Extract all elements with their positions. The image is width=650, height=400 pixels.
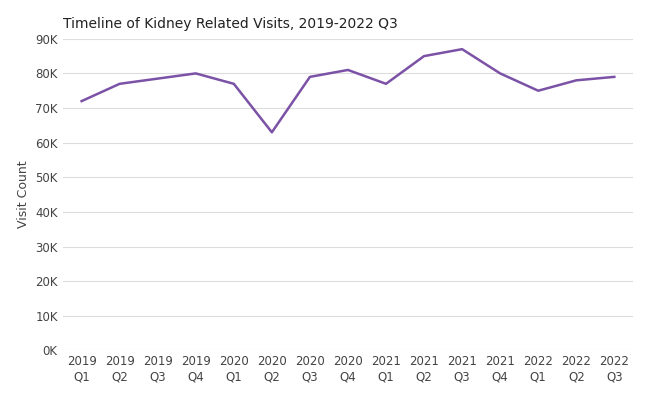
Y-axis label: Visit Count: Visit Count [17, 161, 30, 228]
Text: Timeline of Kidney Related Visits, 2019-2022 Q3: Timeline of Kidney Related Visits, 2019-… [62, 17, 397, 31]
